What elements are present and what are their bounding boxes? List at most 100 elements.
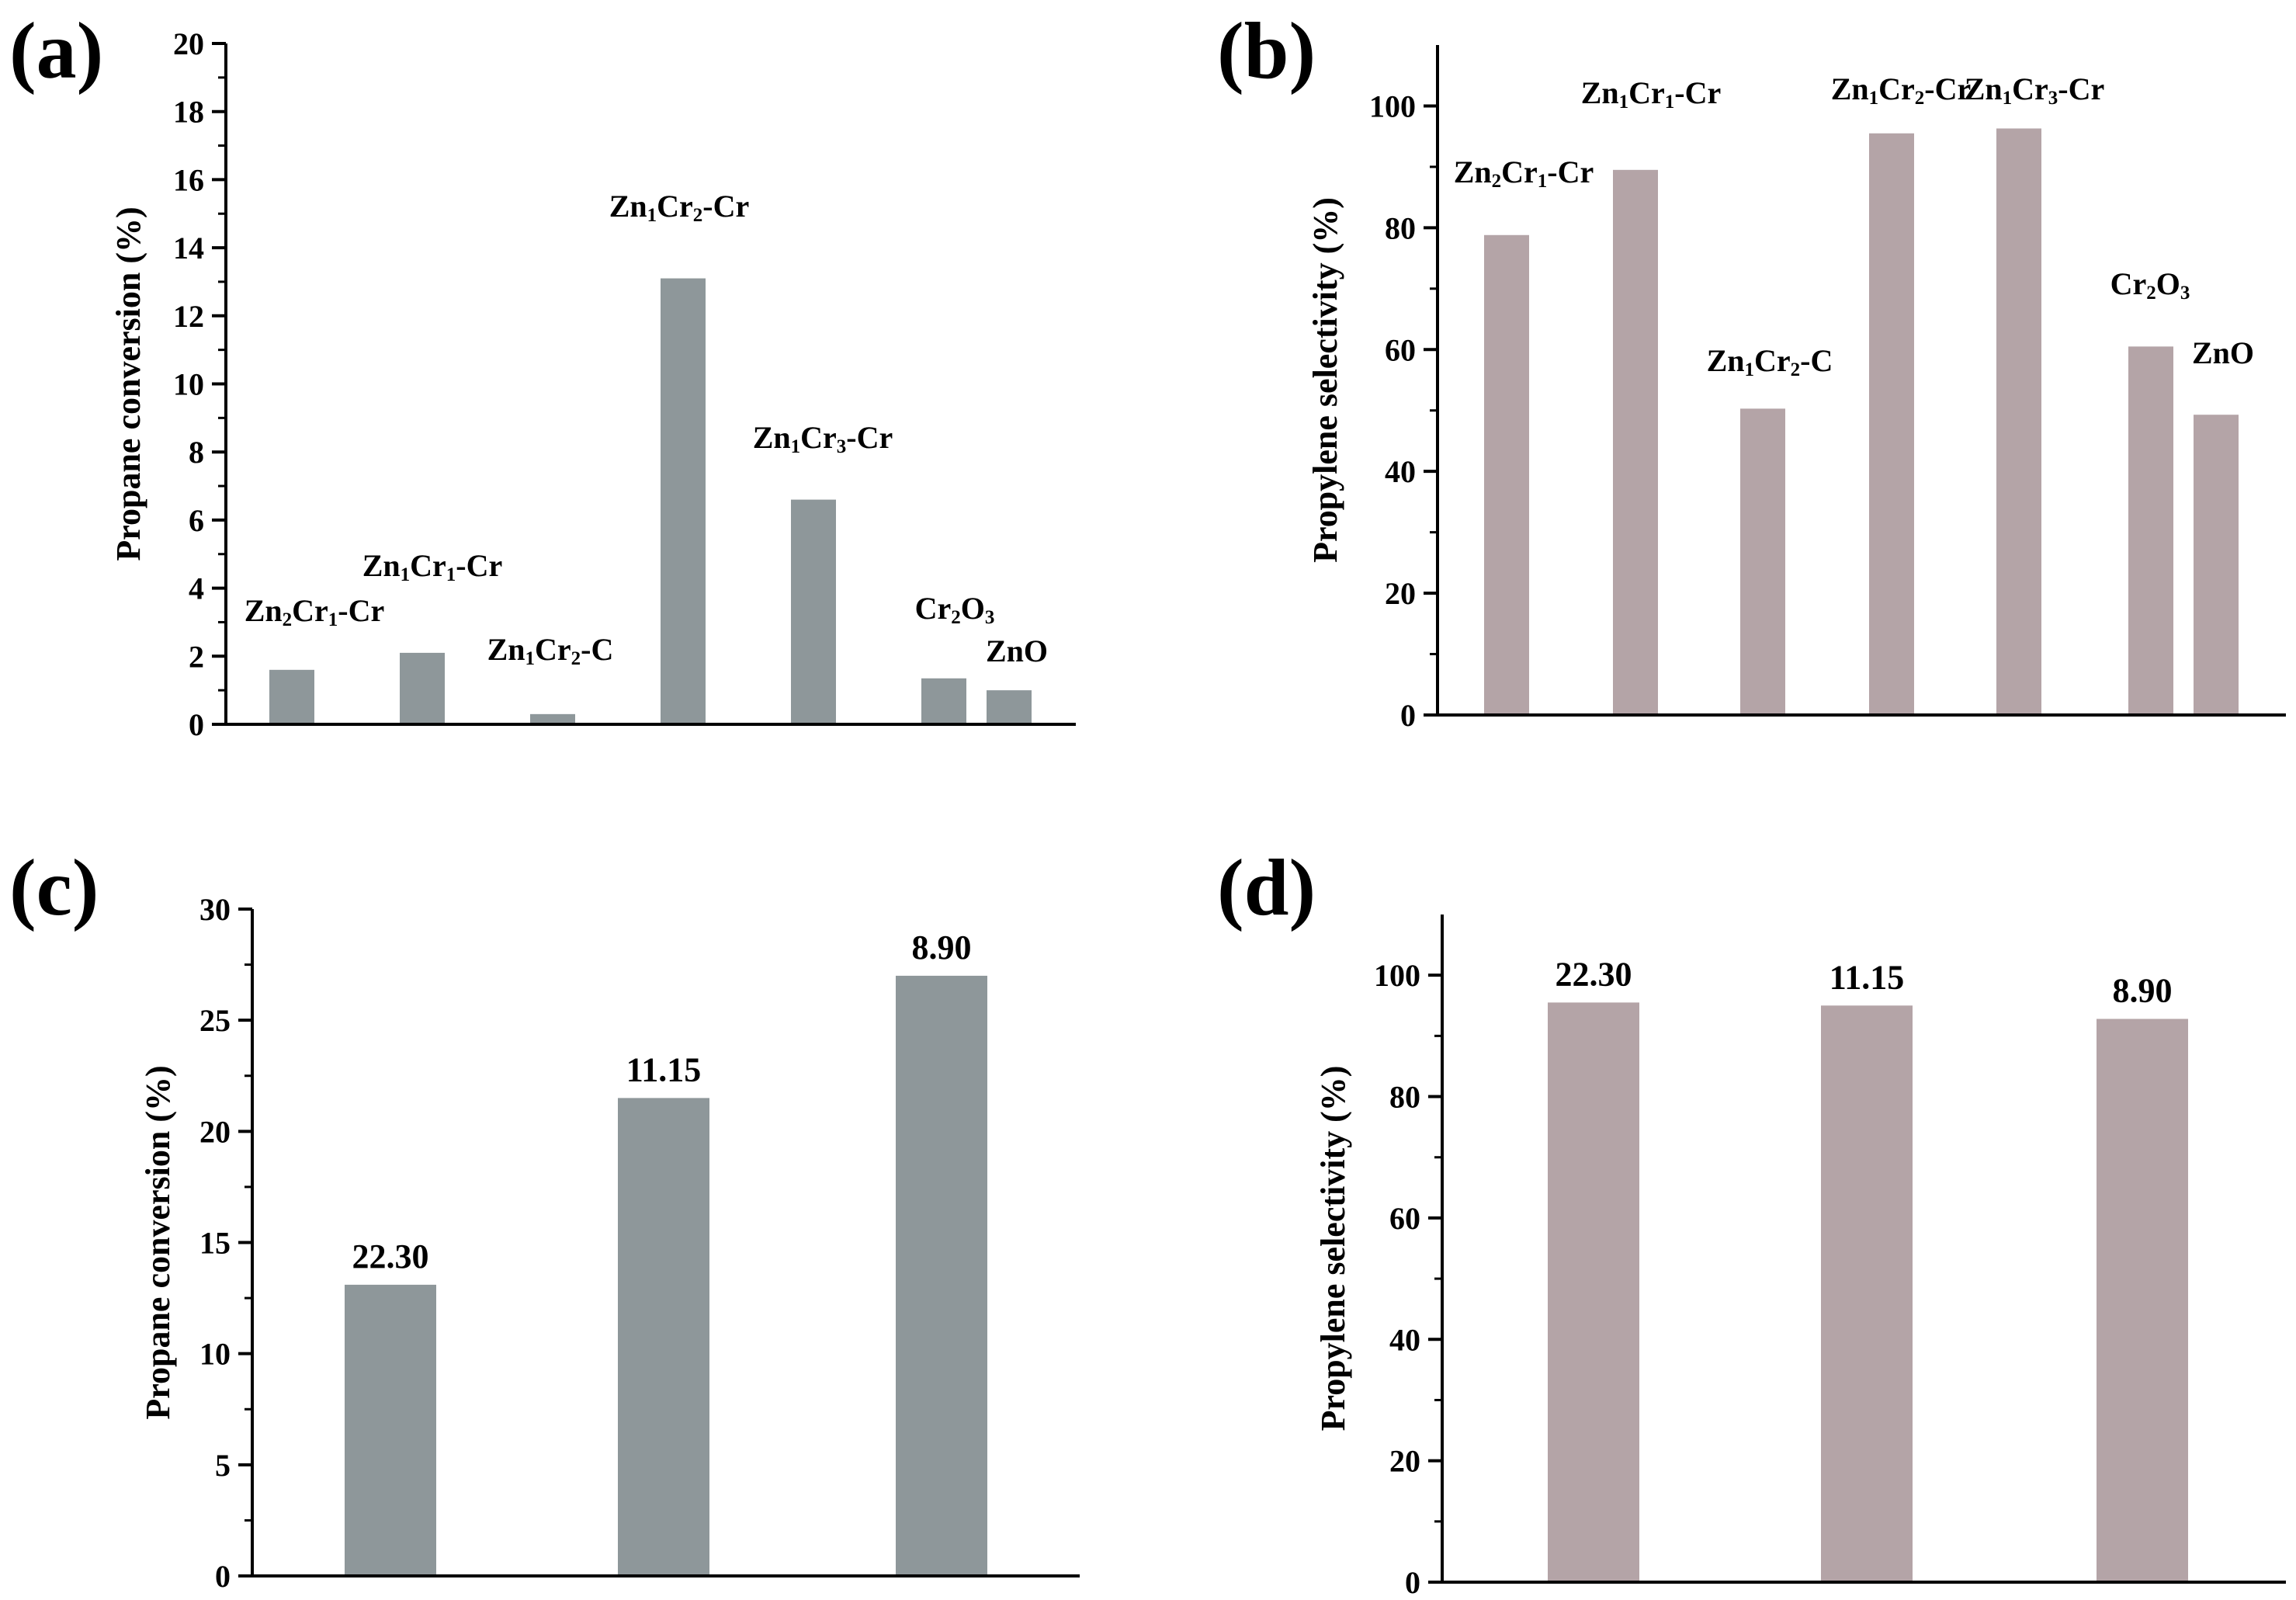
- bar: [1740, 408, 1785, 715]
- bar: [921, 678, 966, 724]
- bar-data-label: 22.30: [1556, 955, 1632, 993]
- subscript: 1: [1665, 92, 1675, 113]
- bar: [618, 1098, 709, 1576]
- bar: [345, 1284, 436, 1576]
- label-part: -C: [1800, 343, 1833, 378]
- label-part: Cr: [1878, 71, 1915, 106]
- y-tick-label: 80: [1385, 210, 1416, 245]
- label-part: Cr: [915, 591, 952, 626]
- label-part: O: [2156, 266, 2180, 301]
- y-tick-label: 20: [1385, 576, 1416, 611]
- y-tick-label: 12: [173, 299, 204, 334]
- panel-label: (d): [1217, 843, 1316, 932]
- y-tick-label: 0: [1405, 1565, 1420, 1600]
- panel-label: (b): [1217, 6, 1316, 95]
- bar: [530, 713, 575, 724]
- bar: [987, 690, 1032, 724]
- subscript: 3: [985, 607, 995, 628]
- subscript: 3: [2048, 88, 2058, 109]
- label-part: -C: [581, 632, 613, 667]
- y-tick-label: 100: [1374, 958, 1420, 993]
- bar: [1821, 1005, 1913, 1582]
- y-tick-label: 0: [1400, 698, 1416, 733]
- panel-label: (a): [9, 6, 103, 95]
- subscript: 2: [1492, 171, 1502, 192]
- subscript: 1: [328, 609, 338, 630]
- bar: [2194, 415, 2239, 715]
- bar-category-label: Cr2O3: [915, 591, 995, 628]
- label-part: -Cr: [702, 189, 749, 224]
- y-axis-label: Propylene selectivity (%): [1314, 1066, 1352, 1432]
- y-tick-label: 40: [1385, 454, 1416, 489]
- bar: [1484, 234, 1529, 715]
- subscript: 3: [837, 436, 847, 457]
- subscript: 1: [1869, 88, 1879, 109]
- bar-data-label: 11.15: [626, 1050, 702, 1088]
- subscript: 1: [2003, 88, 2013, 109]
- label-part: Cr: [1754, 343, 1791, 378]
- bar-category-label: Zn1Cr2-Cr: [609, 189, 750, 226]
- y-tick-label: 0: [189, 707, 204, 742]
- panel-label: (c): [9, 843, 99, 932]
- label-part: O: [961, 591, 985, 626]
- y-tick-label: 100: [1369, 89, 1416, 123]
- y-tick-label: 20: [199, 1114, 231, 1149]
- subscript: 1: [1745, 359, 1755, 380]
- bar-category-label: Zn1Cr3-Cr: [1965, 71, 2105, 109]
- bar-category-label: Zn1Cr2-Cr: [1831, 71, 1972, 109]
- label-part: Cr: [1628, 75, 1665, 110]
- subscript: 3: [2180, 283, 2190, 304]
- y-tick-label: 0: [215, 1559, 231, 1594]
- label-part: Zn: [487, 632, 525, 667]
- subscript: 2: [951, 607, 961, 628]
- y-tick-label: 18: [173, 95, 204, 130]
- y-tick-label: 30: [199, 892, 231, 927]
- subscript: 1: [647, 205, 657, 226]
- subscript: 2: [1791, 359, 1801, 380]
- subscript: 1: [791, 436, 801, 457]
- y-tick-label: 16: [173, 162, 204, 197]
- y-tick-label: 8: [189, 435, 204, 470]
- label-part: Zn: [1707, 343, 1745, 378]
- label-part: Cr: [657, 189, 693, 224]
- y-tick-label: 5: [215, 1448, 231, 1483]
- bar-category-label: Zn1Cr1-Cr: [1581, 75, 1722, 113]
- bar: [1996, 128, 2041, 715]
- y-tick-label: 25: [199, 1003, 231, 1038]
- bar: [269, 669, 314, 724]
- label-part: Cr: [2110, 266, 2147, 301]
- bar: [661, 278, 706, 724]
- y-tick-label: 20: [173, 26, 204, 61]
- bar-category-label: Zn1Cr3-Cr: [753, 420, 893, 457]
- subscript: 2: [283, 609, 293, 630]
- label-part: -Cr: [1924, 71, 1971, 106]
- label-part: -Cr: [456, 548, 502, 583]
- bar-category-label: Zn1Cr1-Cr: [362, 548, 503, 585]
- label-part: Cr: [535, 632, 571, 667]
- bar: [2128, 346, 2173, 715]
- label-part: ZnO: [986, 633, 1048, 668]
- y-tick-label: 14: [173, 231, 204, 266]
- label-part: ZnO: [2192, 335, 2254, 370]
- bar: [400, 652, 445, 724]
- y-tick-label: 2: [189, 639, 204, 674]
- bar: [896, 975, 987, 1576]
- label-part: Zn: [609, 189, 647, 224]
- bar-data-label: 11.15: [1830, 958, 1905, 996]
- bar-data-label: 8.90: [2113, 971, 2173, 1009]
- label-part: Cr: [410, 548, 446, 583]
- label-part: Zn: [362, 548, 401, 583]
- subscript: 1: [1619, 92, 1629, 113]
- bar-category-label: Zn2Cr1-Cr: [1454, 154, 1594, 192]
- chart-panel-c: (c) 0 5 10 15 20 25 30 Propane conversion (%) 22.…: [9, 843, 1080, 1594]
- y-tick-label: 15: [199, 1226, 231, 1261]
- subscript: 2: [2146, 283, 2156, 304]
- bar-data-label: 22.30: [352, 1237, 429, 1275]
- label-part: Cr: [2012, 71, 2048, 106]
- label-part: Zn: [1581, 75, 1619, 110]
- label-part: Zn: [1831, 71, 1869, 106]
- bar-category-label: ZnO: [986, 633, 1048, 668]
- subscript: 1: [1538, 171, 1548, 192]
